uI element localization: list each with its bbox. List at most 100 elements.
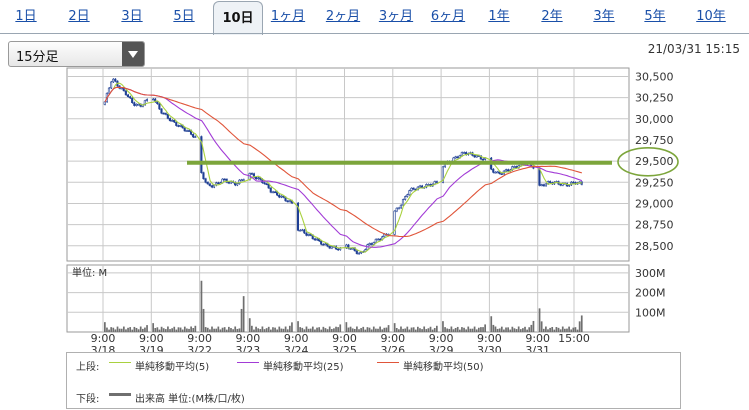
date-tick-label: 3/29 [429, 344, 454, 352]
volume-bar [219, 329, 222, 332]
volume-bar [137, 329, 140, 332]
volume-bar [114, 329, 117, 332]
volume-bar [301, 327, 304, 332]
legend-ma5-swatch [109, 362, 131, 363]
candle-body [376, 238, 379, 241]
volume-bar [129, 327, 132, 332]
tab-1[interactable]: 1日 [15, 9, 37, 24]
date-tick-label: 3/25 [332, 344, 357, 352]
tab-5[interactable]: 10日 [213, 1, 263, 35]
candle-body [435, 181, 438, 183]
volume-bar [259, 329, 262, 332]
volume-bar [131, 329, 134, 332]
volume-bar [490, 316, 493, 332]
candle-body [427, 184, 430, 186]
tab-6[interactable]: 1ヶ月 [270, 9, 306, 24]
candle-body [185, 130, 188, 132]
interval-select[interactable]: 15分足 [8, 41, 145, 67]
date-tick-label: 3/24 [284, 344, 309, 352]
candle-body [271, 191, 274, 194]
candle-body [399, 204, 402, 209]
candle-body [227, 181, 230, 184]
volume-bar [578, 321, 581, 332]
candle-body [223, 178, 226, 181]
candle-body [548, 181, 552, 183]
volume-bar [393, 323, 396, 332]
candle-body [418, 185, 421, 188]
candle-body [305, 232, 308, 236]
volume-bar [118, 328, 121, 332]
volume-bar [519, 329, 522, 332]
candle-body [259, 177, 262, 180]
date-tick-label: 3/31 [525, 344, 550, 352]
volume-bar [467, 326, 470, 332]
volume-bar [228, 326, 230, 332]
volume-bar [503, 329, 505, 332]
volume-bar [225, 329, 228, 332]
legend-volume: 出来高 単位:(M株/口/枚) [135, 394, 245, 405]
candle-body [393, 210, 396, 235]
legend-ma50-swatch [377, 362, 399, 363]
time-tick-label: 9:00 [284, 332, 309, 345]
tab-13[interactable]: 5年 [644, 9, 666, 24]
volume-bar [433, 328, 436, 332]
tab-12[interactable]: 3年 [593, 9, 615, 24]
volume-bar [566, 328, 568, 332]
tab-7[interactable]: 2ヶ月 [325, 9, 361, 24]
candle-body [152, 98, 155, 101]
candle-body [494, 171, 497, 174]
candle-body [156, 101, 159, 105]
volume-bar [404, 328, 407, 332]
candle-body [504, 169, 507, 172]
price-chart: 30,500 30,250 30,000 29,750 29,500 29,250 29,0… [66, 67, 679, 352]
tab-3[interactable]: 3日 [121, 9, 143, 24]
volume-bar [328, 326, 331, 332]
candle-body [349, 248, 352, 250]
volume-bar [473, 326, 476, 332]
volume-bar [265, 328, 268, 332]
candle-body [303, 229, 306, 234]
volume-bar [551, 326, 554, 332]
volume-bar [333, 328, 335, 332]
volume-bar [353, 328, 356, 332]
tab-10[interactable]: 1年 [488, 9, 510, 24]
volume-bar [127, 327, 129, 332]
volume-bar [547, 329, 549, 332]
volume-bar [156, 327, 159, 332]
candle-body [257, 177, 260, 180]
candle-body [250, 173, 253, 175]
volume-bar [242, 296, 245, 332]
candle-body [513, 166, 516, 168]
tab-4[interactable]: 5日 [173, 9, 195, 24]
candle-body [212, 184, 216, 188]
volume-bar [509, 329, 512, 332]
volume-tick-label: 200M [635, 287, 666, 300]
legend: 上段: 単純移動平均(5) 単純移動平均(25) 単純移動平均(50) 下段: … [66, 352, 681, 409]
volume-bar [450, 326, 453, 332]
tab-2[interactable]: 2日 [68, 9, 90, 24]
volume-bar [274, 327, 276, 332]
volume-bar [538, 308, 541, 332]
volume-bar [276, 329, 279, 332]
date-tick-label: 3/23 [236, 344, 261, 352]
candle-body [110, 81, 113, 89]
volume-bar [330, 329, 333, 332]
volume-bar [517, 326, 520, 332]
tab-9[interactable]: 6ヶ月 [430, 9, 466, 24]
volume-bar [377, 328, 379, 332]
volume-bar [139, 326, 142, 332]
candle-body [368, 243, 371, 246]
tab-11[interactable]: 2年 [541, 9, 563, 24]
tab-14[interactable]: 10年 [696, 9, 726, 24]
tab-8[interactable]: 3ヶ月 [378, 9, 414, 24]
volume-bar [297, 321, 299, 332]
volume-bar [288, 325, 291, 332]
volume-bar [158, 329, 161, 332]
period-tabs: 1日 2日 3日 5日 10日 1ヶ月 2ヶ月 3ヶ月 6ヶ月 1年 2年 3年 5年 10年 [0, 0, 749, 35]
time-tick-label: 9:00 [187, 332, 212, 345]
volume-bar [500, 326, 503, 332]
candle-body [567, 184, 571, 187]
volume-bar [574, 327, 577, 332]
volume-bar [116, 326, 119, 332]
candle-body [500, 173, 503, 175]
